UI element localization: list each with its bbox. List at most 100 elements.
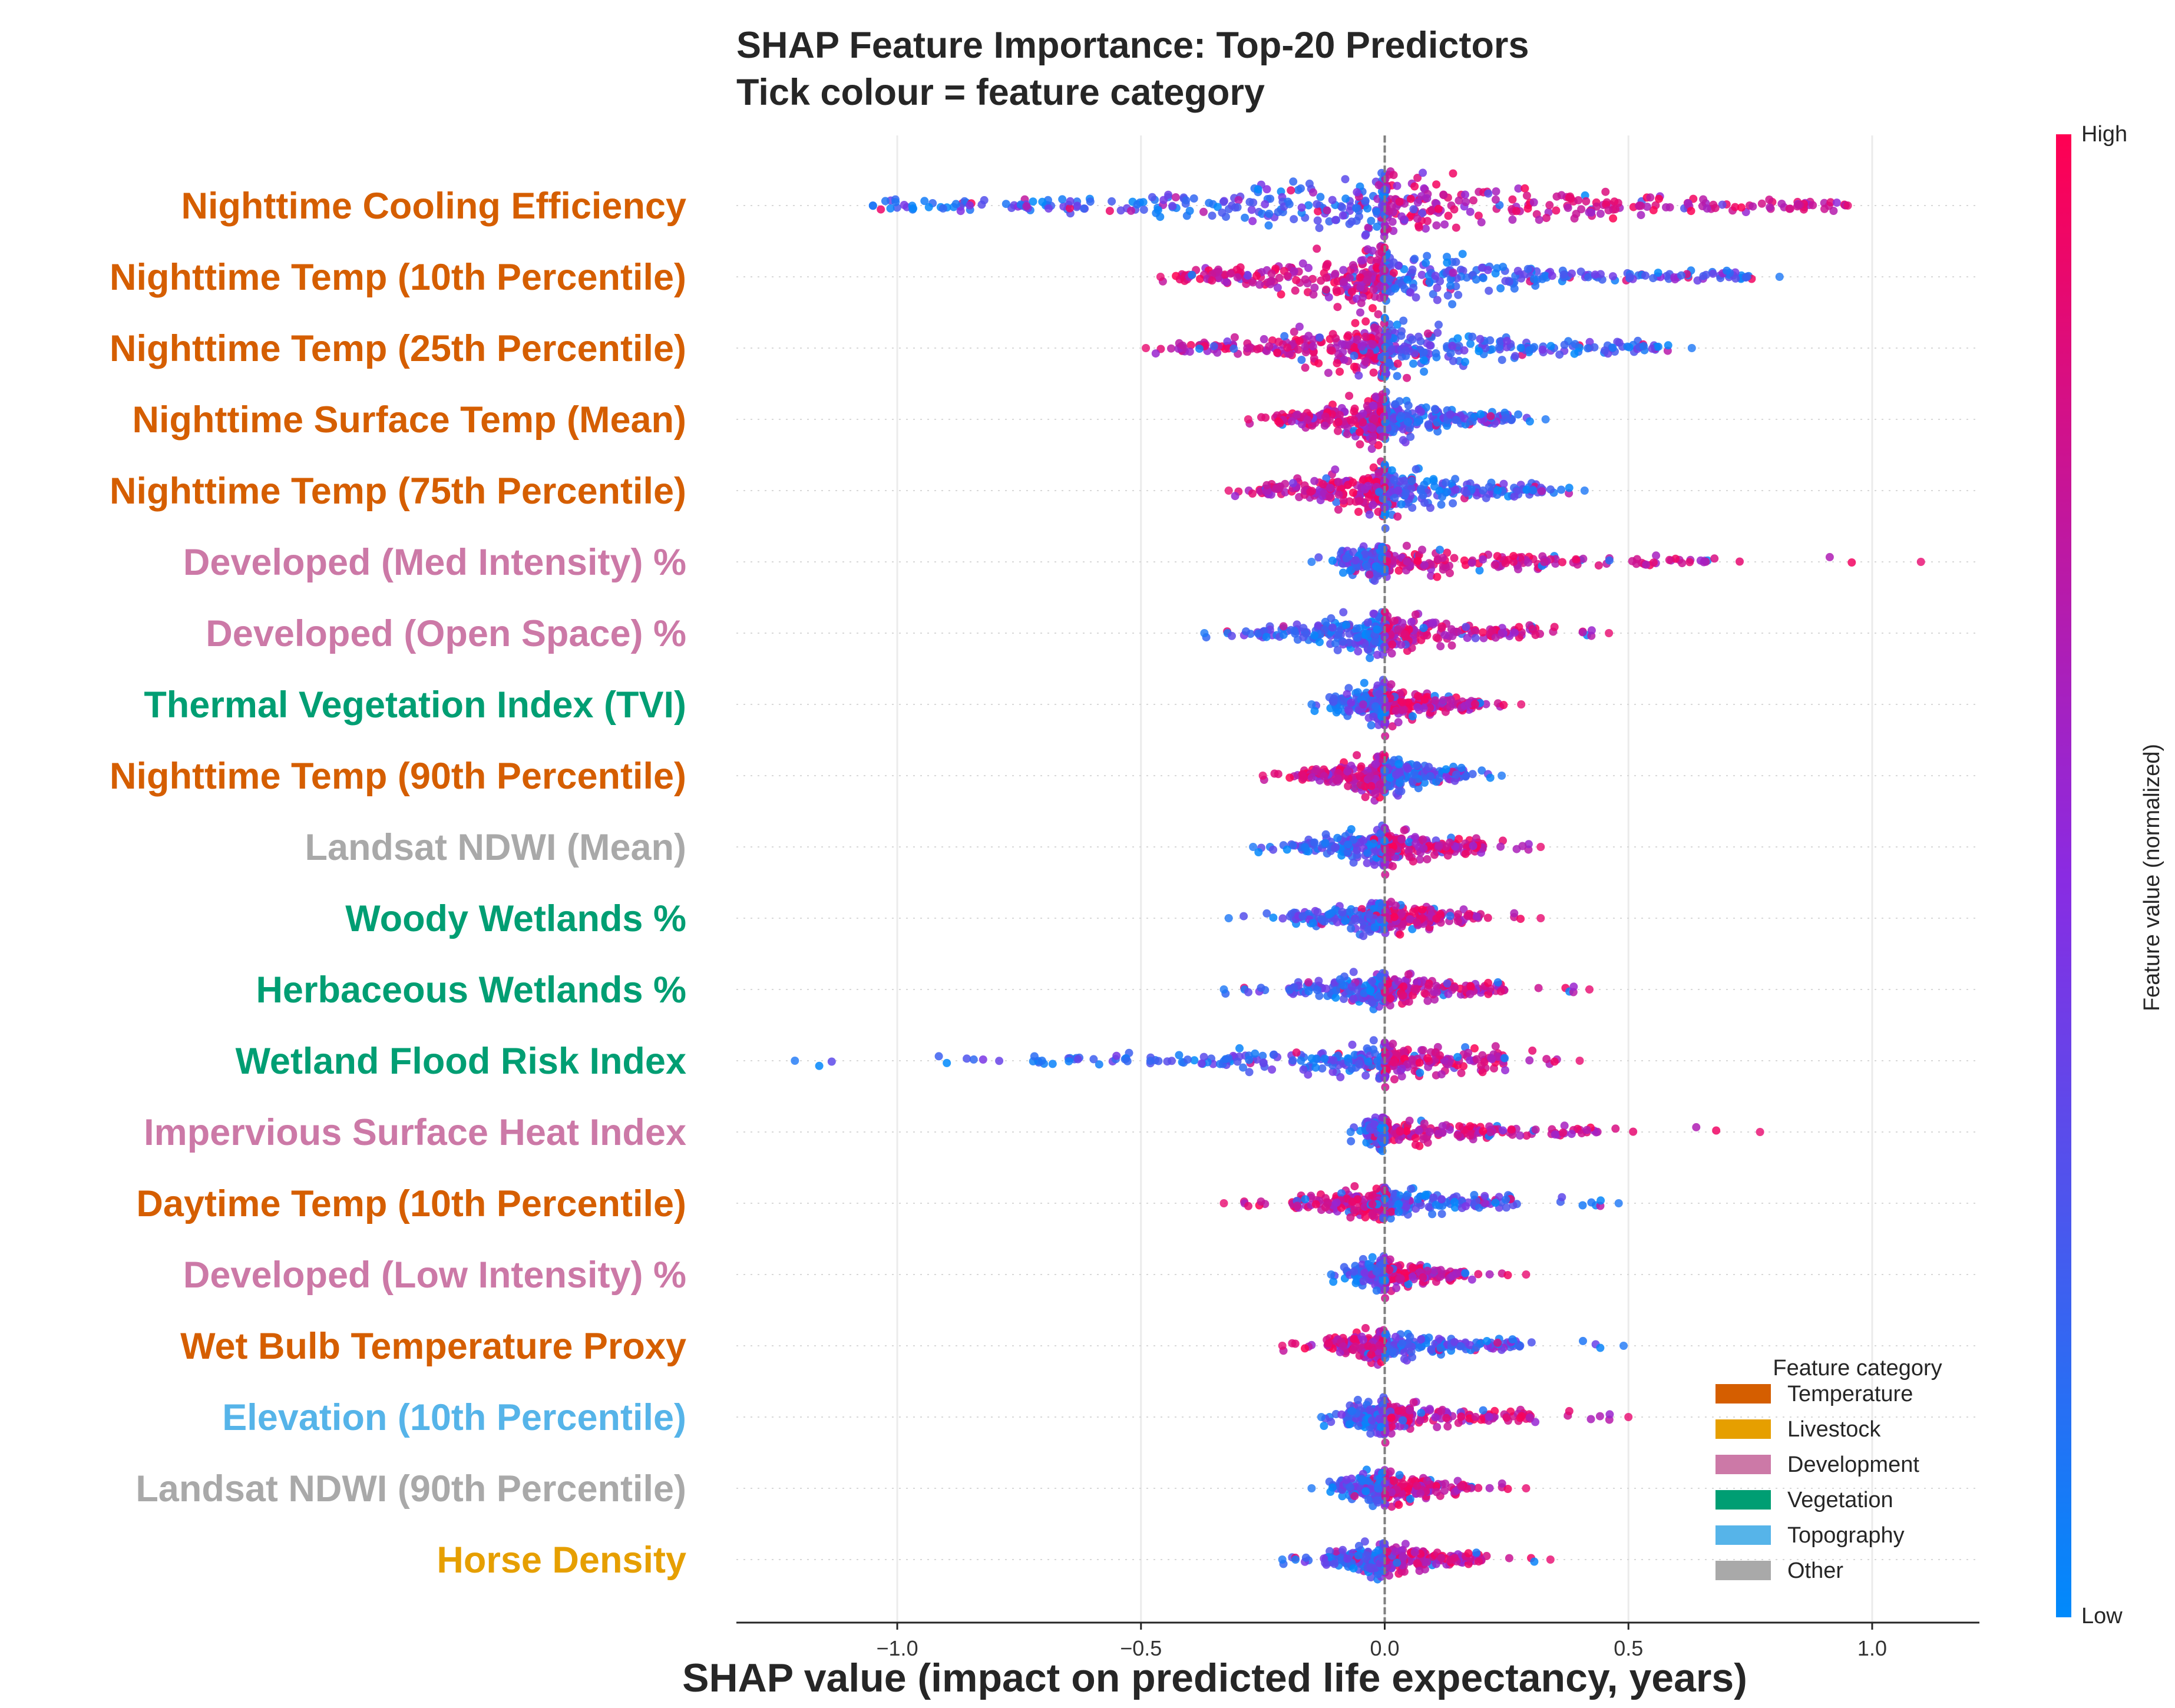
shap-point [1354, 647, 1362, 656]
shap-point [1524, 265, 1532, 273]
shap-point [1152, 349, 1160, 358]
shap-point [1535, 984, 1543, 992]
shap-point [1451, 475, 1459, 483]
shap-point [1331, 216, 1340, 224]
shap-point [1275, 337, 1283, 346]
shap-point [1285, 773, 1294, 782]
shap-point [1353, 624, 1361, 633]
shap-point [1422, 259, 1430, 267]
shap-point [1551, 623, 1559, 631]
shap-point [1260, 1059, 1268, 1067]
shap-point [1540, 558, 1548, 566]
shap-point [1466, 208, 1475, 216]
shap-point [1424, 329, 1432, 337]
shap-point [1309, 342, 1317, 350]
shap-point [1418, 906, 1426, 914]
shap-point [1402, 347, 1410, 355]
shap-point [1369, 839, 1377, 848]
shap-point [1290, 983, 1298, 991]
shap-point [1394, 486, 1402, 495]
shap-point [1434, 842, 1443, 850]
shap-point [980, 196, 989, 204]
shap-point [1290, 267, 1298, 275]
shap-point [1479, 555, 1487, 564]
shap-point [1358, 418, 1367, 426]
shap-point [1370, 1036, 1378, 1044]
shap-point [1265, 342, 1273, 350]
shap-point [1265, 221, 1273, 230]
shap-point [1463, 912, 1472, 920]
shap-point [909, 204, 917, 213]
shap-point [1535, 216, 1543, 224]
shap-point [1736, 558, 1744, 566]
feature-points [1200, 608, 1613, 662]
shap-point [1397, 213, 1406, 221]
shap-point [1167, 345, 1175, 353]
shap-point [1457, 764, 1466, 772]
shap-point [1766, 203, 1774, 211]
shap-point [1390, 171, 1398, 179]
shap-point [1294, 186, 1303, 194]
shap-point [1476, 410, 1485, 418]
shap-point [1390, 259, 1398, 267]
shap-point [1038, 198, 1046, 206]
shap-point [1323, 274, 1331, 282]
data-points [791, 167, 1925, 1584]
shap-point [1344, 706, 1353, 714]
shap-point [1642, 561, 1650, 569]
shap-point [1298, 912, 1307, 921]
shap-point [1347, 699, 1355, 707]
shap-point [1426, 341, 1434, 349]
shap-point [1591, 270, 1599, 279]
shap-point [1396, 931, 1404, 939]
shap-point [1283, 846, 1291, 854]
shap-point [828, 1058, 836, 1066]
shap-point [1529, 625, 1537, 633]
shap-point [1390, 476, 1399, 484]
shap-point [1369, 610, 1377, 618]
shap-point [1363, 849, 1371, 857]
shap-point [1356, 440, 1364, 448]
shap-point-extreme [1917, 558, 1925, 566]
shap-point [1484, 979, 1492, 987]
shap-point [1513, 845, 1521, 853]
shap-point [1222, 278, 1231, 286]
shap-point [1424, 981, 1433, 989]
shap-point [1331, 844, 1339, 852]
shap-point [1433, 418, 1441, 426]
shap-point [1304, 978, 1313, 987]
shap-point [1315, 333, 1324, 342]
shap-point [1388, 650, 1396, 658]
shap-point [1415, 223, 1423, 231]
shap-point [1322, 830, 1330, 839]
shap-point [1280, 631, 1288, 639]
shap-point [1260, 335, 1268, 343]
shap-point [1498, 629, 1506, 637]
shap-point [1414, 198, 1422, 207]
shap-point [1334, 774, 1343, 783]
shap-point [1261, 200, 1269, 208]
shap-point [1388, 640, 1396, 648]
shap-point [1338, 908, 1347, 916]
shap-point [1373, 223, 1381, 231]
shap-point [1431, 405, 1439, 413]
shap-point [1473, 912, 1481, 921]
shap-point [1463, 634, 1472, 642]
shap-point [1330, 694, 1338, 703]
shap-point [1403, 558, 1412, 566]
shap-point [1553, 193, 1561, 201]
shap-point [1453, 628, 1461, 636]
shap-point [1348, 982, 1356, 991]
shap-point [1443, 259, 1451, 267]
shap-point [1601, 346, 1609, 355]
shap-point [1409, 266, 1417, 274]
shap-point [1314, 216, 1322, 224]
shap-point-extreme [1225, 486, 1233, 495]
shap-point [1360, 679, 1369, 687]
shap-point [1304, 332, 1313, 340]
shap-point [1450, 554, 1459, 562]
shap-point [1446, 569, 1454, 577]
shap-point [1354, 508, 1363, 516]
shap-point [1423, 855, 1432, 863]
